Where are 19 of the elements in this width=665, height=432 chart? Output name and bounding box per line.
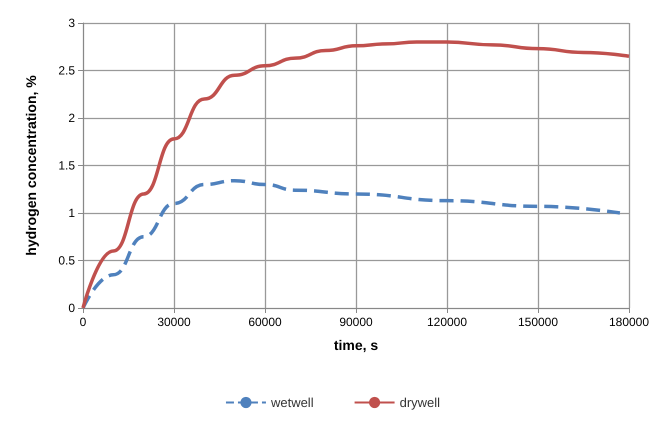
x-tick-label: 90000: [339, 315, 374, 329]
x-tick-label: 30000: [157, 315, 192, 329]
line-series: [81, 178, 622, 310]
legend-label: wetwell: [270, 395, 314, 410]
x-tick-label: 60000: [248, 315, 282, 329]
x-tick-label: 0: [80, 315, 87, 329]
y-tick-label: 3: [68, 16, 76, 30]
x-tick-label: 150000: [518, 315, 558, 329]
y-axis-title: hydrogen concentration, %: [23, 74, 39, 256]
y-tick-label: 2: [68, 111, 76, 125]
y-tick-label: 1.5: [58, 158, 76, 172]
x-tick-label: 120000: [426, 315, 468, 329]
x-tick-label: 180000: [608, 315, 650, 329]
y-tick-label: 2.5: [58, 64, 76, 78]
y-tick-label: 0: [68, 301, 76, 315]
legend-label: drywell: [400, 395, 440, 410]
x-axis-title: time, s: [334, 337, 378, 353]
y-tick-label: 1: [68, 206, 76, 220]
y-tick-label: 0.5: [58, 254, 76, 268]
